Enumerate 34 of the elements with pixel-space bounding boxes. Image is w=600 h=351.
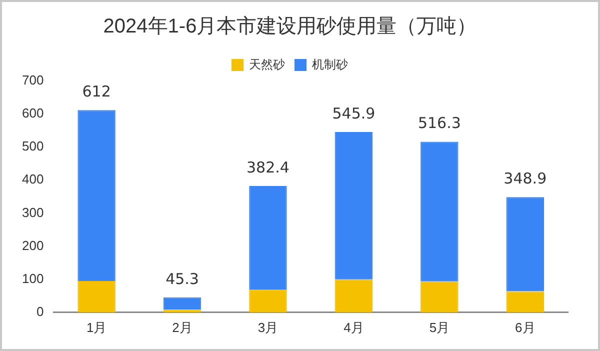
bar (334, 132, 373, 280)
x-tick-label: 3月 (258, 320, 278, 335)
bar (334, 279, 373, 312)
y-tick-label: 200 (22, 238, 44, 253)
bar (78, 280, 116, 312)
y-tick-label: 300 (22, 204, 44, 220)
y-tick-label: 400 (22, 172, 44, 187)
total-label: 545.9 (332, 104, 376, 122)
bar (163, 297, 202, 310)
bar (249, 290, 287, 312)
bar (420, 142, 458, 282)
y-tick-label: 600 (22, 106, 44, 121)
chart-title: 2024年1-6月本市建设用砂使用量（万吨） (103, 16, 477, 38)
bar (420, 281, 458, 312)
y-tick-label: 100 (22, 270, 44, 286)
bar (78, 110, 116, 281)
legend-label: 机制砂 (312, 57, 348, 72)
legend-label: 天然砂 (249, 57, 285, 72)
total-label: 348.9 (504, 169, 547, 188)
total-label: 516.3 (418, 114, 461, 132)
bar (506, 197, 544, 292)
bar (506, 291, 544, 312)
x-tick-label: 2月 (172, 320, 192, 335)
total-label: 612 (82, 82, 111, 100)
x-tick-label: 6月 (515, 320, 536, 335)
y-tick-label: 0 (36, 304, 44, 319)
x-tick-label: 4月 (344, 320, 364, 335)
total-label: 45.3 (166, 270, 199, 288)
x-tick-label: 1月 (86, 320, 107, 335)
bar (249, 186, 287, 290)
total-label: 382.4 (246, 158, 290, 176)
x-tick-label: 5月 (429, 320, 450, 335)
y-tick-label: 500 (22, 138, 44, 154)
y-tick-label: 700 (22, 72, 44, 88)
